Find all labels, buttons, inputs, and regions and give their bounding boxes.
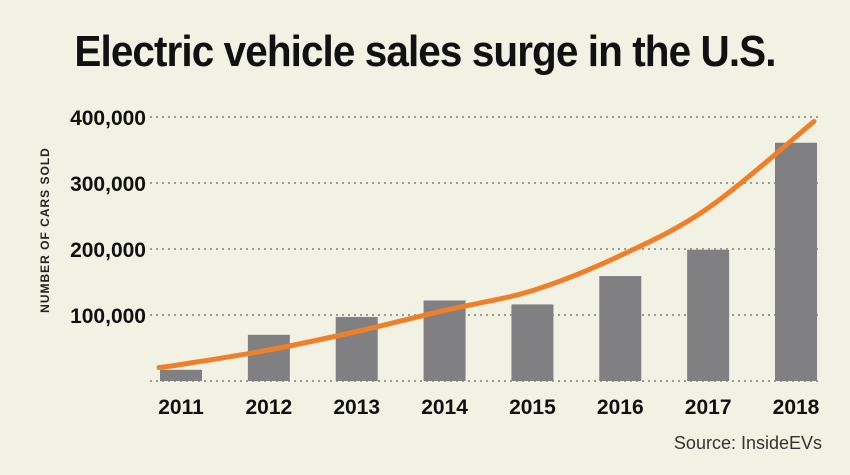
bar-2016 (599, 276, 641, 381)
bar-chart: 100,000200,000300,000400,000 2011 2012 201… (0, 0, 850, 475)
x-tick-label: 2011 (158, 396, 204, 419)
y-axis-label: NUMBER OF CARS SOLD (38, 147, 52, 313)
x-tick-label: 2014 (421, 396, 468, 419)
x-tick-label: 2018 (773, 396, 820, 419)
bars (160, 143, 817, 381)
x-tick-label: 2015 (509, 396, 556, 419)
x-tick-label: 2013 (333, 396, 380, 419)
x-tick-label: 2012 (245, 396, 292, 419)
bar-2011 (160, 370, 202, 381)
source-credit: Source: InsideEVs (674, 433, 822, 454)
bar-2017 (687, 250, 729, 381)
x-tick-label: 2017 (685, 396, 732, 419)
y-tick-label: 200,000 (70, 239, 146, 262)
x-axis-tick-labels: 2011 2012 2013 2014 2015 2016 2017 2018 (158, 396, 819, 419)
y-tick-label: 400,000 (70, 107, 146, 130)
bar-2012 (248, 335, 290, 381)
y-tick-label: 100,000 (70, 305, 146, 328)
y-tick-label: 300,000 (70, 173, 146, 196)
y-axis-tick-labels: 100,000 200,000 300,000 400,000 (70, 107, 146, 328)
bar-2018 (775, 143, 817, 381)
bar-2015 (511, 304, 553, 381)
x-tick-label: 2016 (597, 396, 644, 419)
